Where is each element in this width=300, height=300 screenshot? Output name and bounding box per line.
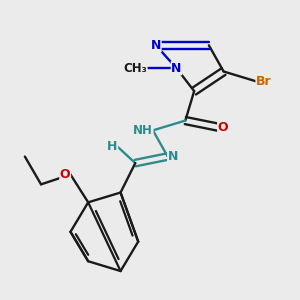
Text: NH: NH: [133, 124, 153, 137]
Text: N: N: [168, 150, 178, 163]
Text: O: O: [60, 168, 70, 181]
Text: N: N: [171, 62, 182, 75]
Text: O: O: [218, 121, 228, 134]
Text: N: N: [151, 39, 161, 52]
Text: Br: Br: [256, 75, 272, 88]
Text: CH₃: CH₃: [123, 62, 147, 75]
Text: H: H: [107, 140, 118, 153]
